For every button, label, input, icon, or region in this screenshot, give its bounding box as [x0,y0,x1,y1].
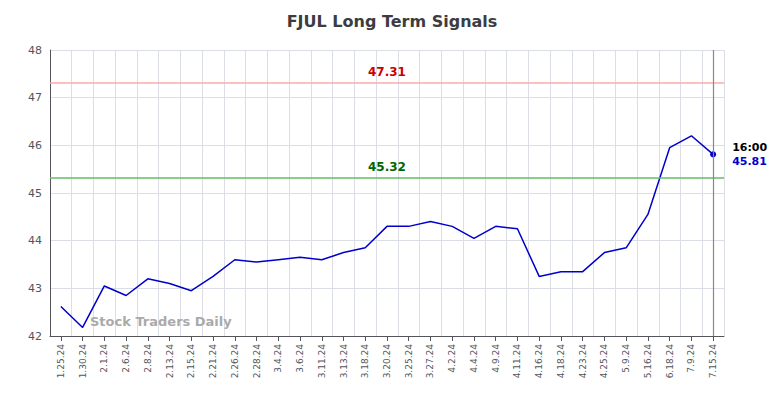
svg-text:6.18.24: 6.18.24 [665,344,675,379]
svg-text:45.32: 45.32 [368,160,406,174]
svg-text:2.8.24: 2.8.24 [143,344,153,373]
svg-text:4.25.24: 4.25.24 [599,344,609,379]
svg-text:4.11.24: 4.11.24 [512,344,522,379]
svg-text:7.15.24: 7.15.24 [708,344,718,379]
svg-text:2.1.24: 2.1.24 [99,344,109,373]
svg-text:42: 42 [28,330,42,343]
svg-text:3.4.24: 3.4.24 [273,344,283,373]
svg-text:1.25.24: 1.25.24 [56,344,66,379]
svg-text:3.20.24: 3.20.24 [382,344,392,379]
svg-text:4.23.24: 4.23.24 [578,344,588,379]
svg-text:Stock Traders Daily: Stock Traders Daily [90,314,232,329]
svg-text:48: 48 [28,44,42,57]
svg-text:4.9.24: 4.9.24 [491,344,501,373]
svg-text:3.18.24: 3.18.24 [360,344,370,379]
svg-text:45: 45 [28,187,42,200]
svg-text:5.9.24: 5.9.24 [621,344,631,373]
svg-text:3.11.24: 3.11.24 [317,344,327,379]
svg-text:2.13.24: 2.13.24 [165,344,175,379]
svg-text:2.28.24: 2.28.24 [252,344,262,379]
svg-text:2.21.24: 2.21.24 [208,344,218,379]
svg-text:3.6.24: 3.6.24 [295,344,305,373]
svg-text:1.30.24: 1.30.24 [78,344,88,379]
svg-text:4.4.24: 4.4.24 [469,344,479,373]
svg-text:FJUL Long Term Signals: FJUL Long Term Signals [287,12,498,31]
svg-text:47: 47 [28,91,42,104]
svg-text:43: 43 [28,282,42,295]
svg-text:2.26.24: 2.26.24 [230,344,240,379]
svg-text:3.25.24: 3.25.24 [404,344,414,379]
svg-text:5.16.24: 5.16.24 [643,344,653,379]
svg-text:2.15.24: 2.15.24 [186,344,196,379]
svg-text:4.16.24: 4.16.24 [534,344,544,379]
svg-text:4.2.24: 4.2.24 [447,344,457,373]
svg-text:46: 46 [28,139,42,152]
svg-text:47.31: 47.31 [368,65,406,79]
svg-text:16:00: 16:00 [732,141,767,154]
svg-text:3.27.24: 3.27.24 [425,344,435,379]
svg-text:45.81: 45.81 [732,155,767,168]
svg-text:2.6.24: 2.6.24 [121,344,131,373]
svg-text:44: 44 [28,234,42,247]
svg-text:3.13.24: 3.13.24 [339,344,349,379]
svg-text:4.18.24: 4.18.24 [556,344,566,379]
svg-text:7.9.24: 7.9.24 [686,344,696,373]
